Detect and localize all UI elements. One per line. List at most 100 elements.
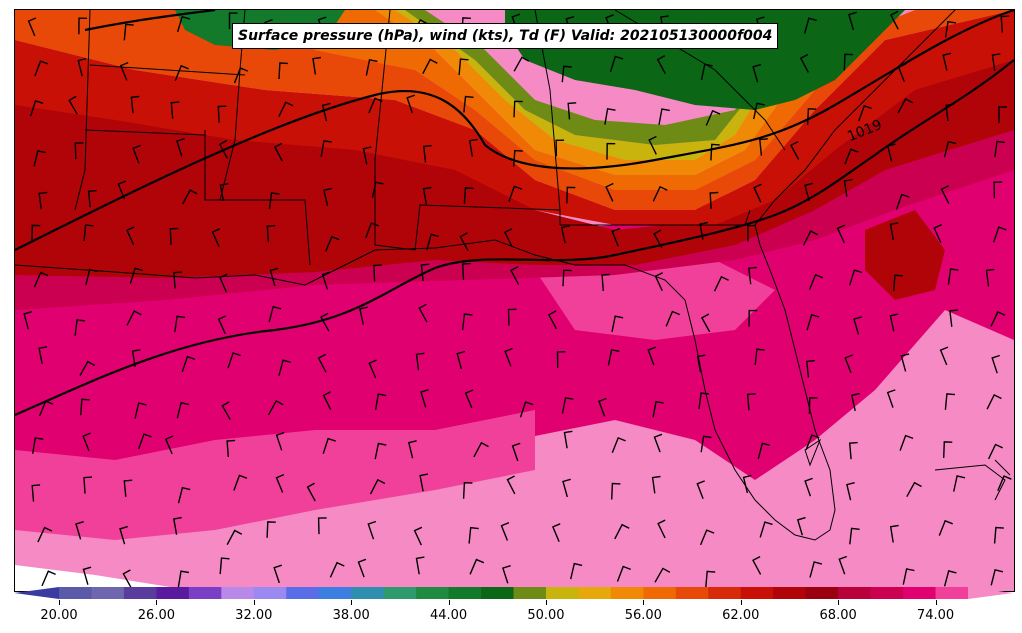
wind-barb [748,309,758,327]
wind-barb [181,189,198,205]
wind-barb [83,476,93,494]
wind-barb [456,350,466,370]
wind-barb [742,474,752,494]
wind-barb [900,353,910,372]
wind-barb [31,224,41,242]
wind-barb [137,433,152,450]
dark-red-region [15,50,1014,278]
colorbar-tick-mark [643,600,645,605]
wind-barb [652,400,664,418]
wind-barb [329,561,345,578]
wind-barb [654,567,671,583]
wind-barb [566,186,576,204]
wind-barb [217,315,227,335]
red-region [15,10,1014,225]
wind-barb [844,354,853,374]
colorbar-tick-label: 20.00 [40,608,78,623]
wind-barb [889,313,899,332]
wind-barb [78,17,88,35]
colorbar-tick-label: 50.00 [527,608,565,623]
wind-barb [34,60,49,77]
wind-barb [266,521,276,538]
no-data-corner [15,565,195,591]
wind-barb [426,233,439,251]
wind-barb [889,222,899,241]
colorbar-tick-mark [545,600,547,605]
wind-barb [173,271,182,289]
wind-barb [700,63,713,81]
wind-barb [653,229,663,249]
wind-barb [322,437,336,455]
wind-barb [938,519,953,536]
wind-barb [461,313,473,330]
wind-barb [31,484,41,502]
wind-barb [943,570,957,587]
wind-barb [648,135,657,155]
wind-barb [269,267,279,287]
amber-region [245,10,845,175]
colorbar-tick-mark [935,600,937,605]
wind-barb [134,402,147,419]
wind-barb [886,143,896,162]
wind-barb [507,308,517,326]
wind-barb [233,474,248,491]
wind-barb [609,55,624,73]
wind-barb [177,486,191,504]
wind-barb [953,475,966,492]
colorbar-tick-label: 44.00 [429,608,468,623]
colorbar-segment [188,587,222,599]
wind-barb [117,180,127,200]
wind-barb [848,269,863,286]
wind-barb [799,53,809,73]
wind-barb [611,436,626,454]
wind-barb [606,142,616,160]
wind-barb [808,273,824,290]
colorbar [14,587,1013,599]
wind-barb [317,517,327,535]
wind-barb [273,142,284,162]
wind-barb [705,109,721,126]
wind-barb [889,10,899,30]
wind-barb [80,398,90,416]
wind-barb [990,310,1006,327]
wind-barb [611,482,621,500]
wind-barb [468,526,479,544]
wind-barb [886,389,896,408]
wind-barb [219,273,228,293]
colorbar-segment [318,587,352,599]
wind-barb [940,185,950,204]
wind-barb [790,140,800,160]
colorbar-segment [740,587,774,599]
wind-barb [753,102,765,120]
wind-barb [560,225,570,244]
colorbar-segment [351,587,385,599]
wind-barb [473,441,489,458]
wind-barb [423,144,432,163]
wind-barb [893,274,903,292]
wind-barb [849,527,860,545]
wind-barb [122,569,132,589]
wind-barb [79,360,96,376]
wind-barb [369,478,386,495]
pink-mid-region-1 [15,410,535,540]
colorbar-tick-label: 26.00 [137,608,175,623]
wind-barb [38,191,48,210]
wind-barb [848,441,858,460]
wind-barb [605,182,614,202]
map-title: Surface pressure (hPa), wind (kts), Td (… [232,23,779,49]
wind-barb [570,562,583,580]
wind-barb [469,558,485,575]
wind-barb [500,522,510,541]
wind-barb [219,183,229,202]
wind-barb [997,475,1012,492]
wind-barb [273,564,283,584]
wind-barb [461,262,471,281]
wind-barb [132,144,141,164]
wind-barb [38,400,54,417]
wind-barb [275,473,285,493]
wind-barb [415,352,425,371]
wind-barb [513,100,523,118]
wind-barb [759,521,773,538]
colorbar-segment [59,587,93,599]
colorbar-segment [221,587,255,599]
